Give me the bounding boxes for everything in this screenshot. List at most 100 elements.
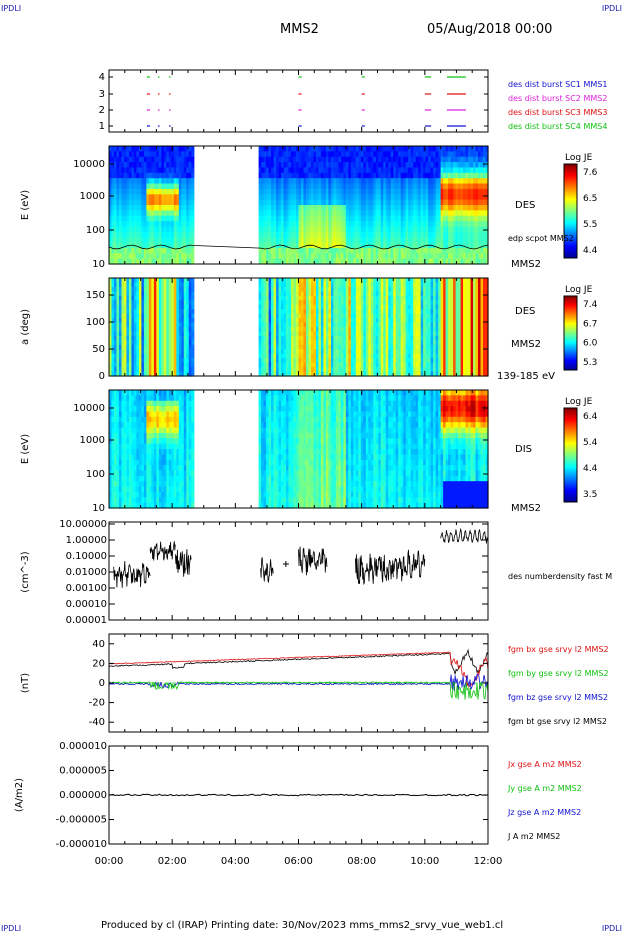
spectrogram-cell: [375, 151, 379, 158]
spectrogram-cell: [116, 226, 120, 233]
spectrogram-cell: [465, 178, 469, 185]
spectrogram-cell: [111, 300, 115, 306]
spectrogram-cell: [153, 237, 157, 244]
spectrogram-cell: [420, 221, 424, 228]
spectrogram-cell: [398, 156, 402, 163]
spectrogram-cell: [171, 291, 175, 297]
spectrogram-cell: [178, 304, 182, 310]
spectrogram-cell: [271, 178, 275, 185]
spectrogram-cell: [303, 162, 307, 169]
spectrogram-cell: [166, 231, 170, 238]
spectrogram-cell: [276, 162, 280, 169]
spectrogram-cell: [296, 349, 300, 355]
spectrogram-cell: [313, 146, 317, 152]
spectrogram-cell: [345, 231, 349, 238]
spectrogram-cell: [151, 253, 155, 260]
spectrogram-cell: [296, 205, 300, 211]
spectrogram-cell: [303, 205, 307, 211]
spectrogram-cell: [360, 194, 364, 201]
spectrogram-cell: [183, 278, 187, 284]
spectrogram-cell: [271, 237, 275, 244]
spectrogram-cell: [166, 327, 170, 333]
spectrogram-cell: [278, 358, 282, 364]
spectrogram-cell: [298, 194, 302, 201]
spectrogram-cell: [111, 167, 115, 174]
spectrogram-cell: [109, 335, 113, 341]
spectrogram-cell: [261, 146, 265, 152]
spectrogram-cell: [303, 362, 307, 368]
spectrogram-cell: [261, 199, 265, 206]
spectrogram-cell: [288, 335, 292, 341]
spectrogram-cell: [395, 199, 399, 206]
spectrogram-cell: [420, 226, 424, 233]
spectrogram-cell: [408, 156, 412, 163]
spectrogram-cell: [158, 331, 162, 337]
spectrogram-cell: [393, 237, 397, 244]
spectrogram-cell: [430, 167, 434, 174]
spectrogram-cell: [156, 194, 160, 201]
spectrogram-cell: [263, 309, 267, 315]
spectrogram-cell: [448, 167, 452, 174]
spectrogram-cell: [448, 247, 452, 254]
spectrogram-cell: [168, 300, 172, 306]
spectrogram-cell: [400, 167, 404, 174]
spectrogram-cell: [313, 151, 317, 158]
spectrogram-cell: [430, 194, 434, 201]
spectrogram-cell: [478, 199, 482, 206]
spectrogram-cell: [148, 151, 152, 158]
spectrogram-cell: [131, 322, 135, 328]
spectrogram-cell: [158, 295, 162, 301]
spectrogram-cell: [113, 253, 118, 260]
spectrogram-cell: [443, 210, 447, 217]
spectrogram-cell: [305, 286, 310, 292]
spectrogram-cell: [320, 188, 325, 195]
spectrogram-cell: [428, 215, 432, 222]
spectrogram-cell: [171, 215, 175, 222]
spectrogram-cell: [415, 146, 419, 152]
spectrogram-cell: [168, 178, 172, 185]
spectrogram-cell: [358, 205, 362, 211]
spectrogram-cell: [191, 237, 195, 244]
spectrogram-cell: [303, 199, 307, 206]
spectrogram-cell: [153, 300, 157, 306]
spectrogram-cell: [288, 300, 292, 306]
spectrogram-cell: [450, 183, 454, 190]
spectrogram-cell: [191, 156, 195, 163]
spectrogram-cell: [288, 226, 292, 233]
spectrogram-cell: [268, 162, 272, 169]
spectrogram-cell: [413, 199, 417, 206]
spectrogram-cell: [368, 151, 372, 158]
spectrogram-cell: [460, 183, 464, 190]
spectrogram-cell: [168, 253, 172, 260]
spectrogram-cell: [388, 156, 392, 163]
spectrogram-cell: [183, 178, 187, 185]
spectrogram-cell: [323, 172, 327, 179]
spectrogram-cell: [178, 291, 182, 297]
spectrogram-cell: [415, 156, 419, 163]
spectrogram-cell: [268, 344, 272, 350]
spectrogram-cell: [146, 322, 150, 328]
spectrogram-cell: [151, 172, 155, 179]
spectrogram-cell: [113, 335, 118, 341]
spectrogram-cell: [268, 178, 272, 185]
spectrogram-cell: [133, 282, 138, 288]
spectrogram-cell: [156, 313, 160, 319]
spectrogram-cell: [186, 282, 190, 288]
spectrogram-cell: [116, 167, 120, 174]
spectrogram-cell: [261, 226, 265, 233]
spectrogram-cell: [485, 237, 489, 244]
spectrogram-cell: [183, 205, 187, 211]
spectrogram-cell: [330, 242, 334, 249]
spectrogram-cell: [348, 231, 352, 238]
spectrogram-cell: [278, 371, 282, 377]
spectrogram-cell: [293, 231, 297, 238]
spectrogram-cell: [271, 371, 275, 377]
spectrogram-cell: [350, 242, 354, 249]
spectrogram-cell: [303, 291, 307, 297]
spectrogram-cell: [330, 231, 334, 238]
spectrogram-cell: [305, 178, 310, 185]
spectrogram-cell: [283, 295, 287, 301]
spectrogram-cell: [425, 258, 429, 265]
spectrogram-cell: [440, 151, 444, 158]
spectrogram-cell: [188, 151, 192, 158]
